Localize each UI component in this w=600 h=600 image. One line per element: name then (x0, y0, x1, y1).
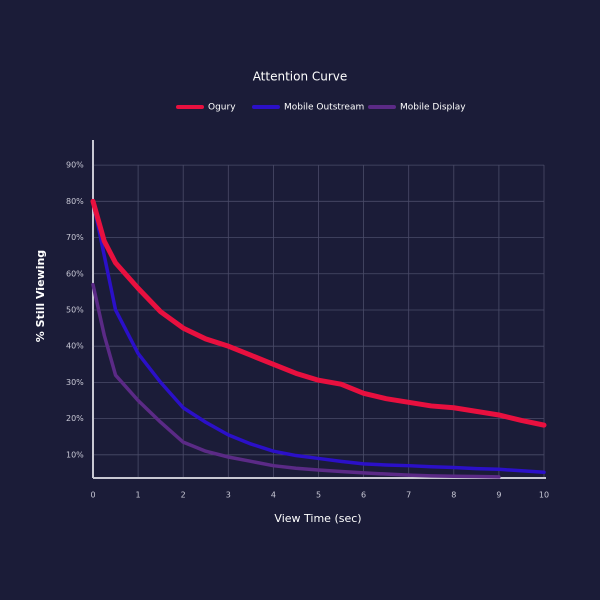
y-tick-label: 60% (66, 269, 84, 278)
x-tick-label: 6 (361, 491, 366, 500)
y-tick-label: 20% (66, 414, 84, 423)
y-tick-label: 70% (66, 233, 84, 242)
y-tick-label: 30% (66, 378, 84, 387)
legend-label: Mobile Display (400, 103, 466, 113)
legend-label: Mobile Outstream (284, 103, 364, 113)
y-axis-label: % Still Viewing (34, 250, 47, 342)
y-tick-label: 10% (66, 450, 84, 459)
x-axis-label: View Time (sec) (274, 512, 361, 525)
x-tick-label: 7 (406, 491, 411, 500)
x-tick-label: 2 (181, 491, 186, 500)
x-tick-label: 4 (271, 491, 276, 500)
x-tick-label: 0 (90, 491, 95, 500)
x-tick-label: 1 (136, 491, 141, 500)
y-tick-label: 80% (66, 197, 84, 206)
x-tick-label: 3 (226, 491, 231, 500)
series-line (91, 282, 501, 479)
series-line (91, 199, 546, 474)
y-tick-label: 40% (66, 342, 84, 351)
y-tick-label: 50% (66, 305, 84, 314)
y-tick-label: 90% (66, 161, 84, 170)
x-tick-label: 8 (451, 491, 456, 500)
legend-label: Ogury (208, 103, 236, 113)
x-tick-label: 9 (496, 491, 501, 500)
x-tick-label: 10 (539, 491, 549, 500)
series-line (90, 198, 547, 428)
chart-title: Attention Curve (253, 70, 348, 84)
x-tick-label: 5 (316, 491, 321, 500)
